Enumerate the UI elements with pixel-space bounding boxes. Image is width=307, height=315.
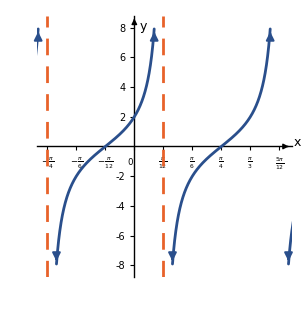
Text: y: y xyxy=(139,20,147,33)
Text: x: x xyxy=(294,135,301,148)
